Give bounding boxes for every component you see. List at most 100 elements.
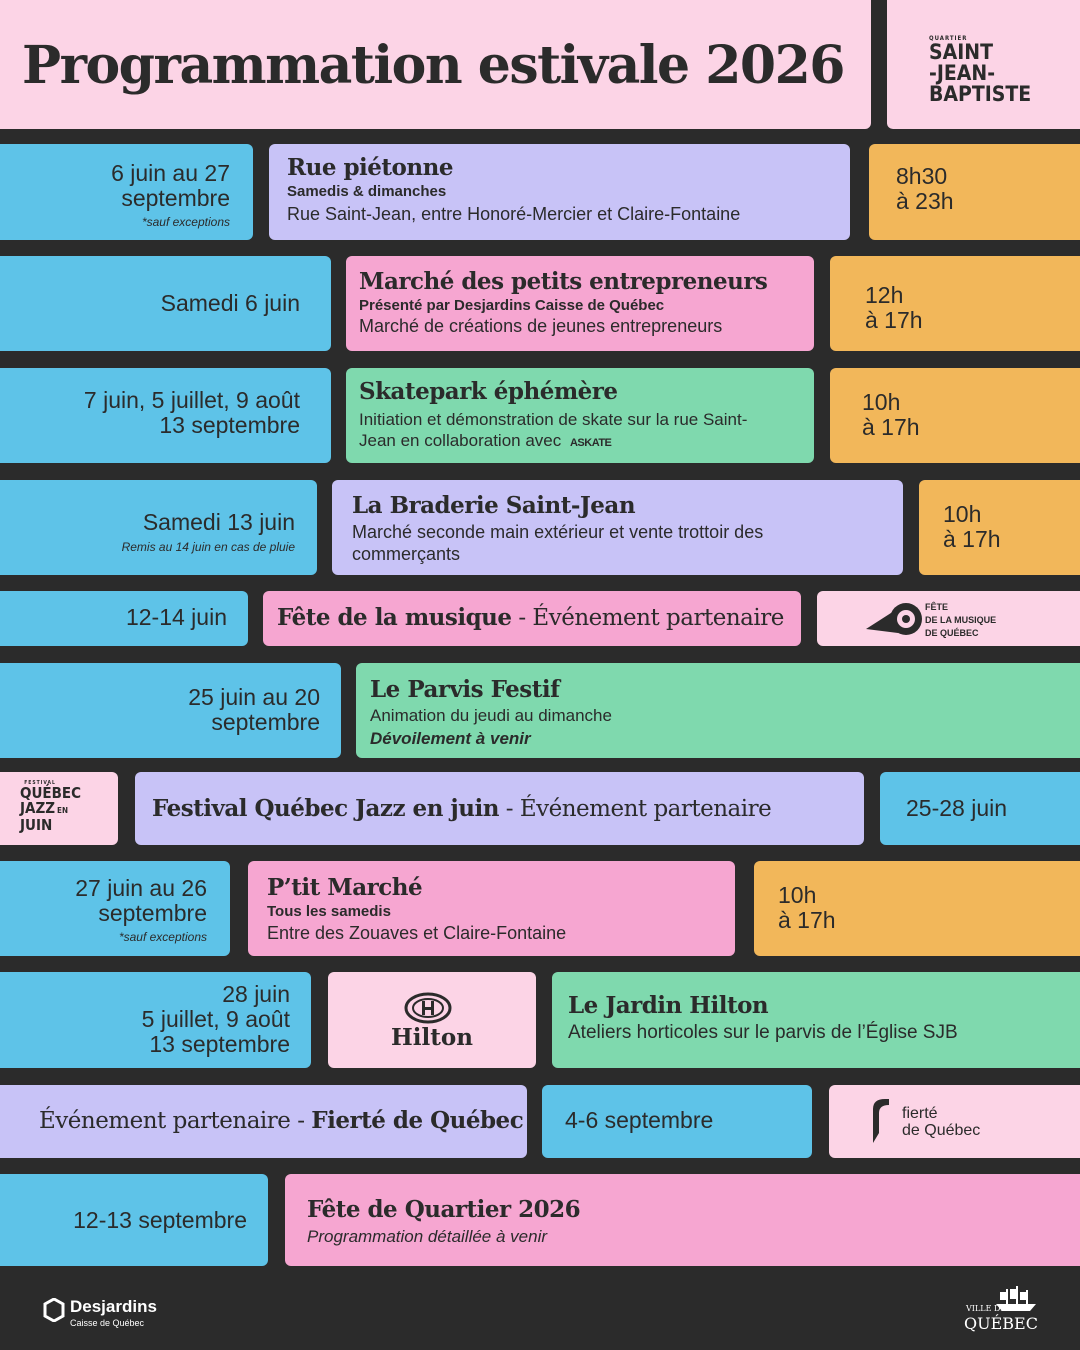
row10-logo-block: fierté de Québec <box>829 1085 1080 1158</box>
row4-event-description-line2: commerçants <box>352 544 461 564</box>
row1-event-block: Rue piétonne Samedis & dimanches Rue Sai… <box>269 144 850 240</box>
megaphone-icon <box>866 603 922 635</box>
row5-logo-block: FÊTE DE LA MUSIQUE DE QUÉBEC <box>817 591 1080 646</box>
row4-date-block: Samedi 13 juin Remis au 14 juin en cas d… <box>0 480 317 575</box>
saint-jean-baptiste-logo: QUARTIER SAINT -JEAN- BAPTISTE <box>929 35 1032 106</box>
row10-date-block: 4-6 septembre <box>542 1085 812 1158</box>
row8-time-line1: 10h <box>778 882 817 908</box>
row1-time-line2: à 23h <box>896 188 954 214</box>
row1-event-subtitle: Samedis & dimanches <box>287 183 447 200</box>
row11-date: 12-13 septembre <box>73 1207 247 1233</box>
row10-date: 4-6 septembre <box>565 1107 714 1133</box>
row1-event-description: Rue Saint-Jean, entre Honoré-Mercier et … <box>287 204 741 224</box>
row7-event-block: Festival Québec Jazz en juin - Événement… <box>135 772 864 845</box>
row3-event-title: Skatepark éphémère <box>359 378 618 405</box>
row1-event-title: Rue piétonne <box>287 154 453 181</box>
header-logo-block: QUARTIER SAINT -JEAN- BAPTISTE <box>887 0 1080 129</box>
row4-time-block: 10h à 17h <box>919 480 1080 575</box>
row7-event-title: Festival Québec Jazz en juin <box>152 795 499 822</box>
row9-date-line3: 13 septembre <box>149 1031 290 1057</box>
row9-event-block: Le Jardin Hilton Ateliers horticoles sur… <box>552 972 1080 1068</box>
row9-event-description: Ateliers horticoles sur le parvis de l’É… <box>568 1022 958 1043</box>
row1-date-line1: 6 juin au 27 <box>111 160 230 186</box>
row7-date: 25-28 juin <box>906 795 1008 821</box>
row4-event-description-line1: Marché seconde main extérieur et vente t… <box>352 522 764 542</box>
askate-logo: ASKATE <box>569 437 612 449</box>
fierte-icon <box>873 1099 889 1143</box>
row4-time-line1: 10h <box>943 501 982 527</box>
quebec-jazz-logo: FESTIVAL QUÉBEC JAZZ EN JUIN <box>20 780 82 834</box>
fierte-logo-text: fierté de Québec <box>902 1105 981 1139</box>
row1-note: *sauf exceptions <box>141 215 230 229</box>
row8-date-line2: septembre <box>98 900 207 926</box>
desjardins-name: Desjardins <box>70 1297 157 1316</box>
row8-event-title: P’tit Marché <box>267 874 423 901</box>
row3-date-line2: 13 septembre <box>159 412 300 438</box>
row10-event-prefix: Événement partenaire - <box>39 1108 312 1134</box>
desjardins-hexagon-icon <box>43 1298 65 1322</box>
row8-date-line1: 27 juin au 26 <box>75 875 207 901</box>
row3-time-line1: 10h <box>862 389 901 415</box>
row8-event-subtitle: Tous les samedis <box>267 903 391 920</box>
row4-time-line2: à 17h <box>943 526 1001 552</box>
row7-date-block: 25-28 juin <box>880 772 1080 845</box>
row3-time-block: 10h à 17h <box>830 368 1080 463</box>
row2-event-block: Marché des petits entrepreneurs Présenté… <box>346 256 814 351</box>
row3-date-line1: 7 juin, 5 juillet, 9 août <box>83 387 300 413</box>
row2-event-description: Marché de créations de jeunes entreprene… <box>359 316 723 336</box>
row2-time-block: 12h à 17h <box>830 256 1080 351</box>
row8-date-block: 27 juin au 26 septembre *sauf exceptions <box>0 861 230 956</box>
row3-date-block: 7 juin, 5 juillet, 9 août 13 septembre <box>0 368 331 463</box>
row4-date: Samedi 13 juin <box>142 509 295 535</box>
row3-event-description-line1: Initiation et démonstration de skate sur… <box>359 410 748 429</box>
row5-date: 12-14 juin <box>125 604 227 630</box>
ship-icon <box>996 1286 1036 1311</box>
row9-event-title: Le Jardin Hilton <box>568 992 769 1019</box>
row10-event-block: Événement partenaire - Fierté de Québec <box>0 1085 527 1158</box>
row9-date-line2: 5 juillet, 9 août <box>141 1006 290 1032</box>
row2-date: Samedi 6 juin <box>160 290 300 316</box>
row4-note: Remis au 14 juin en cas de pluie <box>121 540 295 554</box>
row9-date-line1: 28 juin <box>222 981 290 1007</box>
row4-event-block: La Braderie Saint-Jean Marché seconde ma… <box>332 480 903 575</box>
row8-event-block: P’tit Marché Tous les samedis Entre des … <box>248 861 735 956</box>
row5-event-block: Fête de la musique - Événement partenair… <box>263 591 801 646</box>
row8-event-description: Entre des Zouaves et Claire-Fontaine <box>267 923 567 943</box>
row8-note: *sauf exceptions <box>118 930 207 944</box>
row2-event-subtitle: Présenté par Desjardins Caisse de Québec <box>359 297 665 314</box>
fete-musique-logo: FÊTE DE LA MUSIQUE DE QUÉBEC <box>925 602 997 638</box>
ville-de-label: VILLE DE <box>966 1304 1007 1313</box>
row2-event-title: Marché des petits entrepreneurs <box>359 268 768 295</box>
row4-event-title: La Braderie Saint-Jean <box>352 492 636 519</box>
row1-date-line2: septembre <box>121 185 230 211</box>
quebec-city-name: QUÉBEC <box>964 1314 1038 1333</box>
row6-date-block: 25 juin au 20 septembre <box>0 663 341 758</box>
row5-event-title: Fête de la musique <box>277 604 512 631</box>
row1-date-block: 6 juin au 27 septembre *sauf exceptions <box>0 144 253 240</box>
row11-event-emphasis: Programmation détaillée à venir <box>307 1227 548 1246</box>
row7-event-suffix: - Événement partenaire <box>498 796 772 822</box>
row6-event-block: Le Parvis Festif Animation du jeudi au d… <box>356 663 1080 758</box>
row9-date-block: 28 juin 5 juillet, 9 août 13 septembre <box>0 972 311 1068</box>
row6-event-title: Le Parvis Festif <box>370 676 560 703</box>
row9-logo-block: Hilton <box>328 972 536 1068</box>
row6-date-line2: septembre <box>211 709 320 735</box>
desjardins-sub: Caisse de Québec <box>70 1318 145 1328</box>
row10-event-title: Fierté de Québec <box>311 1107 524 1134</box>
row1-time-line1: 8h30 <box>896 163 948 189</box>
row6-event-description: Animation du jeudi au dimanche <box>370 706 612 725</box>
row11-event-block: Fête de Quartier 2026 Programmation déta… <box>285 1174 1080 1266</box>
row11-event-title: Fête de Quartier 2026 <box>307 1196 581 1223</box>
row3-time-line2: à 17h <box>862 414 920 440</box>
page-title: Programmation estivale 2026 <box>22 35 845 96</box>
row6-date-line1: 25 juin au 20 <box>188 684 320 710</box>
row2-date-block: Samedi 6 juin <box>0 256 331 351</box>
row2-time-line2: à 17h <box>865 307 923 333</box>
row3-event-block: Skatepark éphémère Initiation et démonst… <box>346 368 814 463</box>
ville-quebec-logo: VILLE DE QUÉBEC <box>964 1286 1044 1336</box>
row1-time-block: 8h30 à 23h <box>869 144 1080 240</box>
row5-date-block: 12-14 juin <box>0 591 248 646</box>
row3-event-description-line2: Jean en collaboration avec <box>359 431 562 450</box>
row8-time-line2: à 17h <box>778 907 836 933</box>
row2-time-line1: 12h <box>865 282 904 308</box>
